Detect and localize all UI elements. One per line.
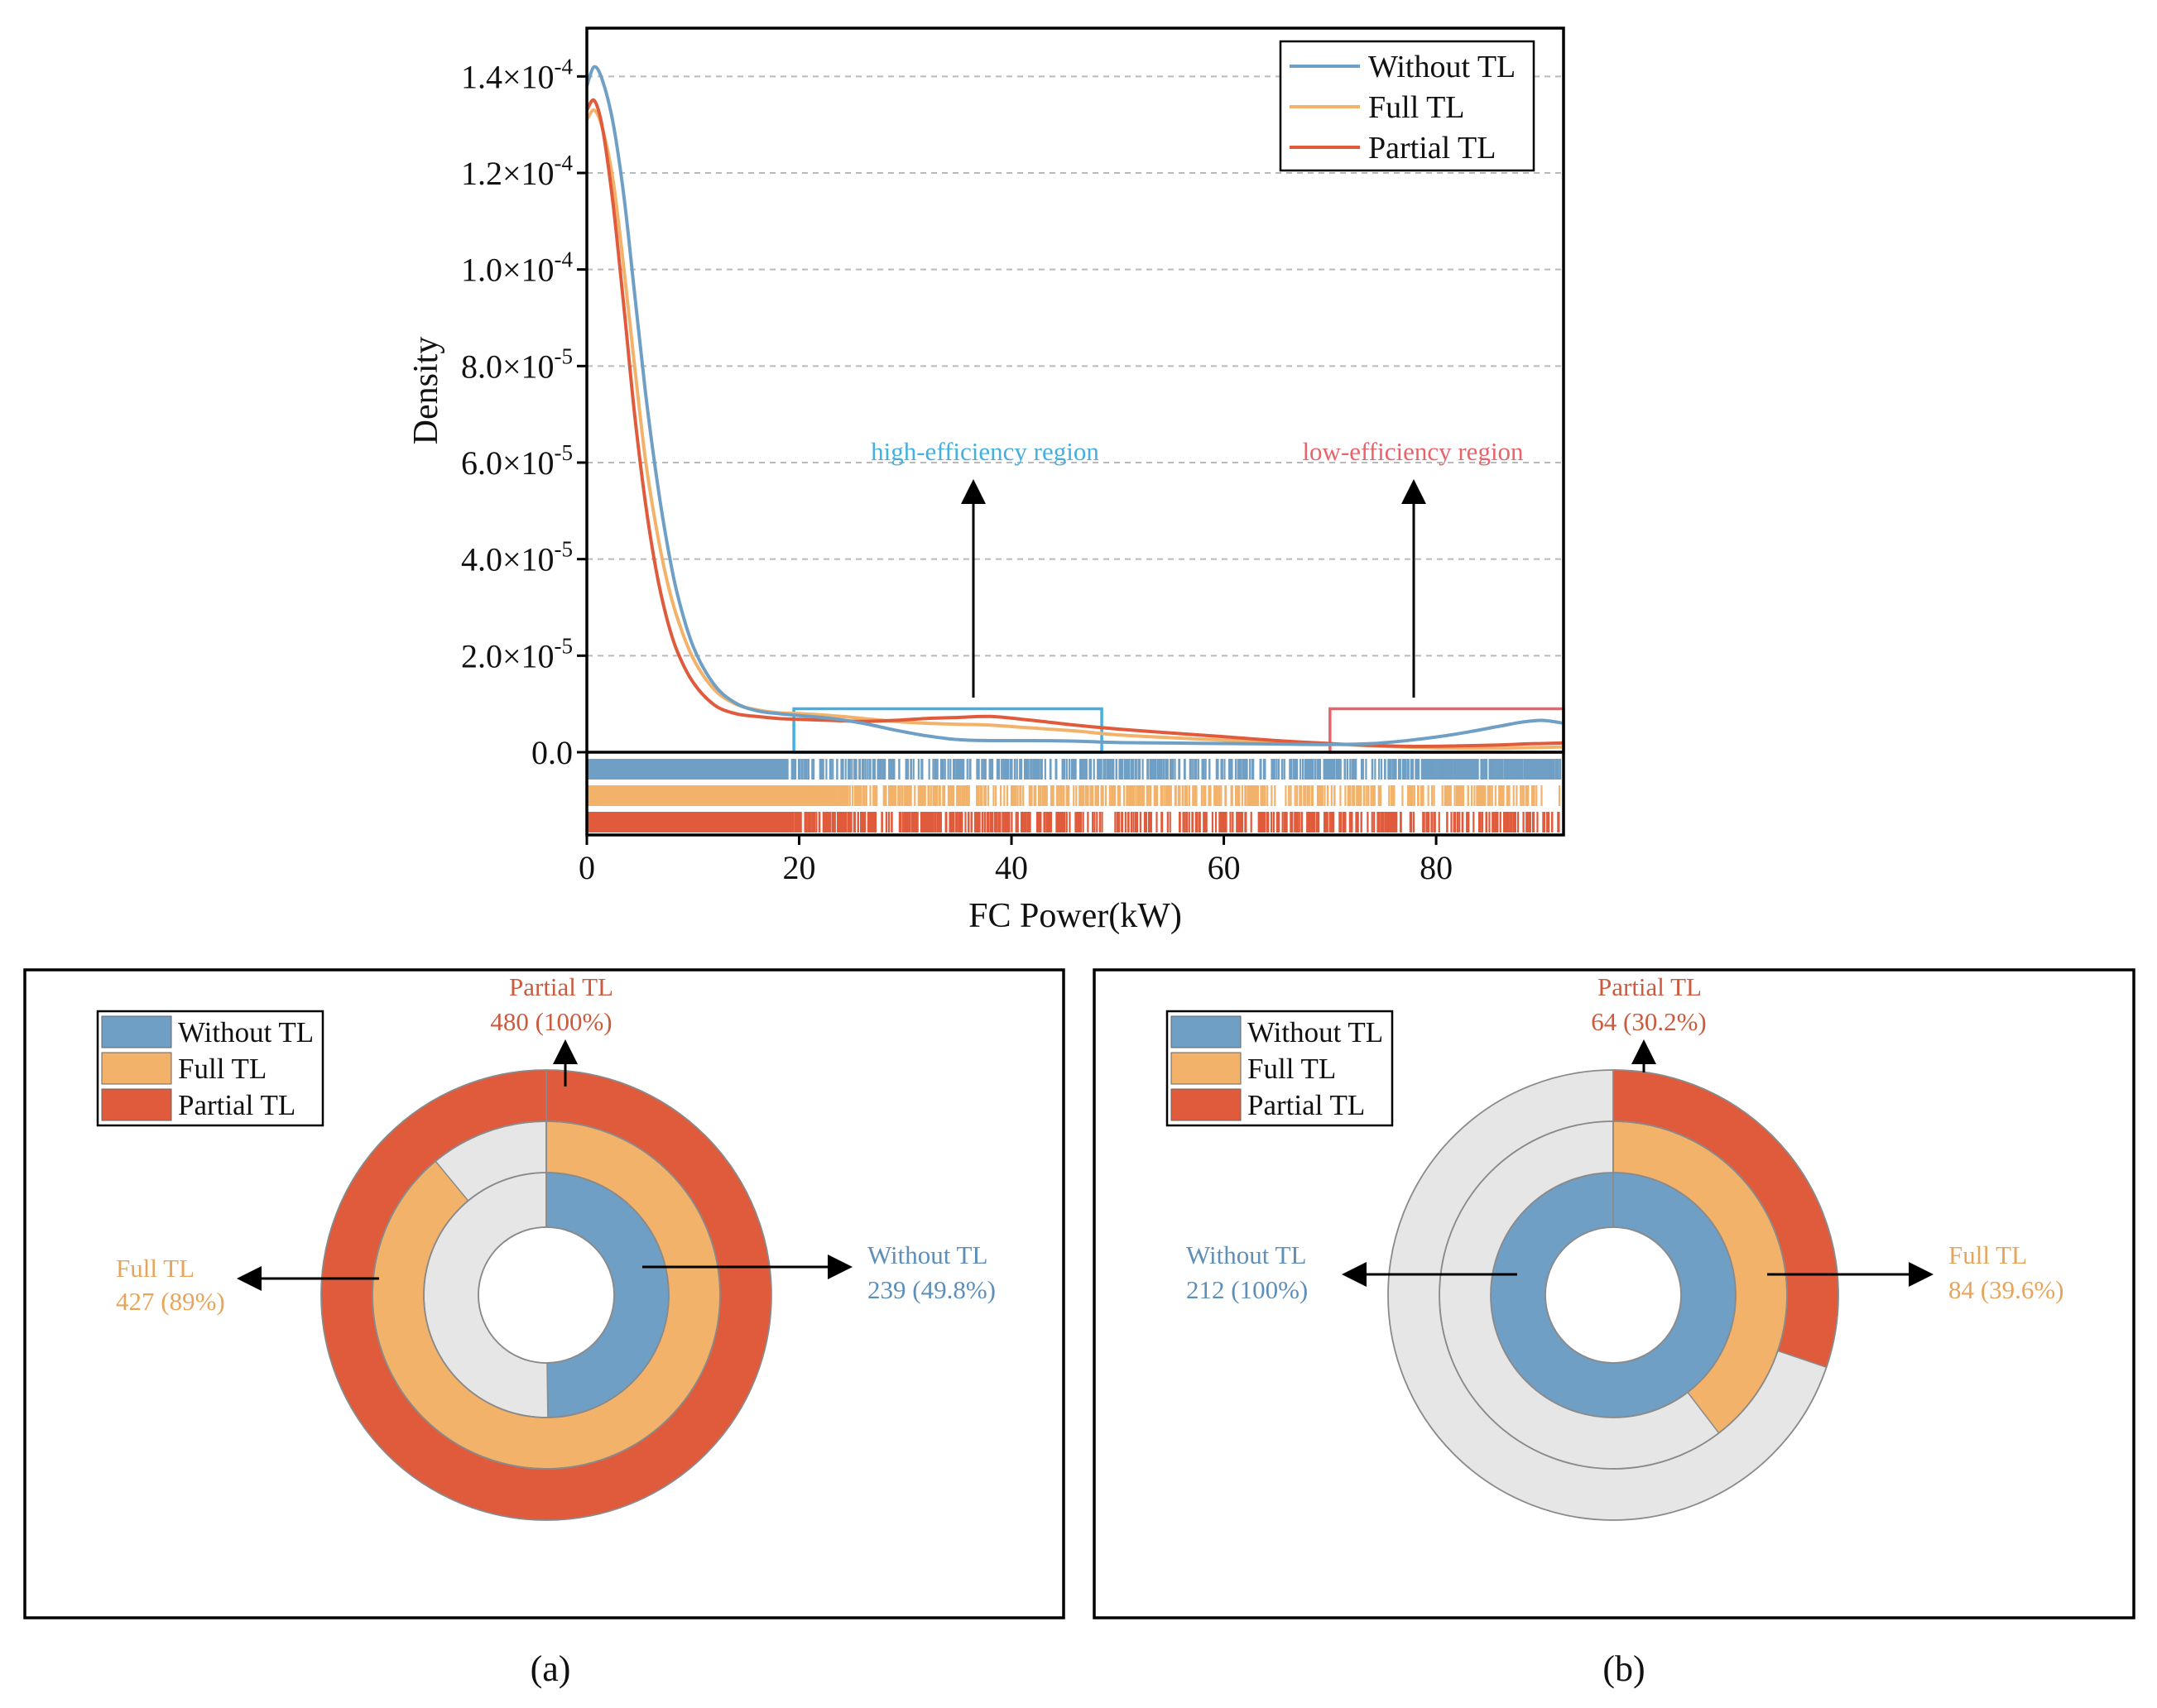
legend-b-swatch-partial	[1170, 1088, 1242, 1121]
low-efficiency-label: low-efficiency region	[1302, 437, 1524, 466]
b-partial-value: 64 (30.2%)	[1591, 1007, 1706, 1036]
rug-plot	[587, 759, 1562, 832]
rug-dense-band-without	[587, 759, 789, 780]
y-axis-label: Density	[407, 337, 445, 445]
a-partial-pct: (100%)	[536, 1007, 613, 1036]
y-tick-mantissa: 8.0×10	[461, 348, 555, 385]
y-tick-mantissa: 2.0×10	[461, 637, 555, 674]
b-partial-count: 64	[1591, 1007, 1617, 1036]
b-full-pct: (39.6%)	[1981, 1275, 2064, 1304]
b-full-name: Full TL	[1948, 1240, 2027, 1269]
density-curve-partial	[587, 98, 1564, 749]
b-full-count: 84	[1948, 1275, 1975, 1304]
b-full-value: 84 (39.6%)	[1948, 1275, 2063, 1304]
legend-a-swatch-without	[101, 1015, 172, 1048]
y-tick-exponent: -4	[555, 247, 574, 272]
a-without-count: 239	[867, 1275, 906, 1304]
x-tick-label: 40	[995, 849, 1028, 886]
panel-a-label: (a)	[531, 1648, 571, 1689]
y-tick-label: 6.0×10-5	[461, 440, 573, 482]
density-curve-full	[587, 108, 1564, 751]
legend-a-label-partial: Partial TL	[178, 1089, 295, 1121]
rug-dense-band-partial	[587, 812, 789, 832]
legend-a-swatch-full	[101, 1052, 172, 1085]
high-efficiency-label: high-efficiency region	[871, 437, 1099, 466]
y-tick-label: 1.0×10-4	[461, 247, 574, 289]
a-partial-name: Partial TL	[509, 972, 613, 1001]
y-tick-label: 0.0	[531, 734, 573, 771]
a-without-value: 239 (49.8%)	[867, 1275, 996, 1304]
y-tick-label: 4.0×10-5	[461, 537, 573, 578]
b-donut-hole	[1544, 1226, 1682, 1364]
b-without-count: 212	[1186, 1275, 1225, 1304]
y-tick-mantissa: 0.0	[531, 734, 573, 771]
grid-lines	[587, 75, 1564, 657]
a-full-name: Full TL	[116, 1254, 195, 1283]
b-without-name: Without TL	[1186, 1240, 1306, 1269]
y-tick-exponent: -4	[555, 151, 574, 175]
y-tick-label: 1.4×10-4	[461, 54, 574, 95]
y-tick-mantissa: 1.2×10	[461, 155, 555, 192]
y-tick-exponent: -5	[555, 343, 574, 368]
density-legend: Without TL Full TL Partial TL	[1279, 40, 1535, 172]
panel-b-label: (b)	[1602, 1648, 1645, 1689]
panel-a: Without TL Full TL Partial TL Partial TL…	[23, 968, 1065, 1689]
y-tick-mantissa: 1.0×10	[461, 252, 555, 289]
rug-dense-band-full	[587, 785, 821, 806]
y-tick-label: 2.0×10-5	[461, 633, 573, 674]
donut-chart-a	[320, 1069, 772, 1521]
y-tick-label: 1.2×10-4	[461, 151, 574, 192]
legend-label-partial: Partial TL	[1368, 131, 1496, 166]
legend-b-label-without: Without TL	[1247, 1016, 1383, 1048]
a-partial-value: 480 (100%)	[490, 1007, 612, 1036]
y-tick-mantissa: 1.4×10	[461, 58, 555, 95]
b-without-value: 212 (100%)	[1186, 1275, 1308, 1304]
x-ticks: 0 20 40 60 80	[579, 835, 1453, 886]
legend-label-without: Without TL	[1368, 50, 1516, 84]
plot-frame	[585, 26, 1565, 837]
density-curves	[587, 65, 1564, 751]
legend-a-label-without: Without TL	[178, 1016, 314, 1048]
y-tick-mantissa: 6.0×10	[461, 444, 555, 482]
x-axis-label: FC Power(kW)	[968, 897, 1182, 935]
legend-a-swatch-partial	[101, 1088, 172, 1121]
b-partial-pct: (30.2%)	[1623, 1007, 1707, 1036]
legend-b-label-partial: Partial TL	[1247, 1089, 1365, 1121]
a-partial-count: 480	[490, 1007, 529, 1036]
a-donut-hole	[478, 1226, 615, 1364]
x-tick-label: 80	[1420, 849, 1453, 886]
x-tick-label: 60	[1208, 849, 1241, 886]
donut-chart-b	[1387, 1069, 1839, 1521]
panel-b: Without TL Full TL Partial TL Partial TL…	[1093, 968, 2135, 1689]
a-full-count: 427	[116, 1287, 155, 1316]
a-full-value: 427 (89%)	[116, 1287, 225, 1316]
b-without-pct: (100%)	[1231, 1275, 1308, 1304]
y-tick-exponent: -5	[555, 633, 574, 658]
y-tick-mantissa: 4.0×10	[461, 541, 555, 578]
panel-a-frame	[23, 968, 1065, 1619]
legend-a-label-full: Full TL	[178, 1053, 267, 1085]
legend-b-swatch-without	[1170, 1015, 1242, 1048]
y-tick-exponent: -5	[555, 537, 574, 562]
legend-b-swatch-full	[1170, 1052, 1242, 1085]
y-tick-label: 8.0×10-5	[461, 343, 573, 385]
legend-label-full: Full TL	[1368, 90, 1465, 125]
a-full-pct: (89%)	[161, 1287, 224, 1316]
a-without-pct: (49.8%)	[912, 1275, 996, 1304]
panel-b-frame	[1093, 968, 2135, 1619]
density-chart: 0 20 40 60 80 0.02.0×10-54.0×10-56.0×10-58.0…	[407, 26, 1565, 935]
a-without-name: Without TL	[867, 1240, 987, 1269]
y-tick-exponent: -4	[555, 54, 574, 79]
x-tick-label: 20	[783, 849, 816, 886]
legend-a: Without TL Full TL Partial TL	[96, 1010, 324, 1127]
x-tick-label: 0	[579, 849, 595, 886]
b-partial-name: Partial TL	[1597, 972, 1702, 1001]
legend-b: Without TL Full TL Partial TL	[1165, 1010, 1394, 1127]
y-tick-exponent: -5	[555, 440, 574, 465]
legend-b-label-full: Full TL	[1247, 1053, 1336, 1085]
y-ticks: 0.02.0×10-54.0×10-56.0×10-58.0×10-51.0×1…	[461, 54, 587, 771]
density-curve-without	[587, 65, 1564, 746]
